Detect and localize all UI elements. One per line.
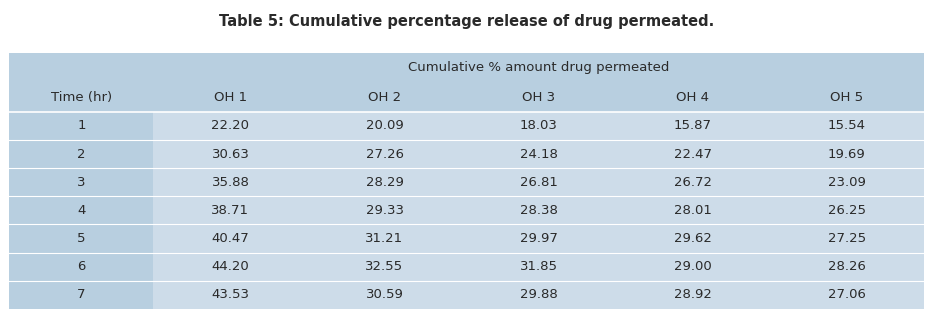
Text: 19.69: 19.69 <box>828 148 866 161</box>
Text: 23.09: 23.09 <box>828 176 866 189</box>
Text: 4: 4 <box>77 204 86 217</box>
Text: 27.06: 27.06 <box>828 288 866 301</box>
Text: 28.92: 28.92 <box>674 288 712 301</box>
Text: 28.26: 28.26 <box>828 260 866 273</box>
Text: 3: 3 <box>77 176 86 189</box>
Text: 28.01: 28.01 <box>674 204 712 217</box>
Text: 29.33: 29.33 <box>366 204 403 217</box>
Text: OH 2: OH 2 <box>368 91 401 104</box>
Text: 29.62: 29.62 <box>674 232 712 245</box>
Text: 40.47: 40.47 <box>212 232 249 245</box>
Text: 29.97: 29.97 <box>520 232 558 245</box>
Text: 22.47: 22.47 <box>674 148 712 161</box>
Text: 26.72: 26.72 <box>674 176 712 189</box>
Text: 31.21: 31.21 <box>366 232 404 245</box>
Text: 27.26: 27.26 <box>366 148 403 161</box>
Text: OH 1: OH 1 <box>214 91 247 104</box>
Text: 43.53: 43.53 <box>212 288 249 301</box>
Text: 22.20: 22.20 <box>212 119 249 133</box>
Text: 1: 1 <box>77 119 86 133</box>
Text: 15.87: 15.87 <box>674 119 712 133</box>
Text: 30.63: 30.63 <box>212 148 249 161</box>
Text: 35.88: 35.88 <box>212 176 249 189</box>
Text: 31.85: 31.85 <box>520 260 558 273</box>
Text: 30.59: 30.59 <box>366 288 403 301</box>
Text: 5: 5 <box>77 232 86 245</box>
Text: 28.29: 28.29 <box>366 176 403 189</box>
Bar <box>153 112 924 309</box>
Text: 27.25: 27.25 <box>828 232 866 245</box>
Text: 29.00: 29.00 <box>674 260 712 273</box>
Text: OH 3: OH 3 <box>522 91 555 104</box>
Text: Table 5: Cumulative percentage release of drug permeated.: Table 5: Cumulative percentage release o… <box>219 14 714 29</box>
Text: 38.71: 38.71 <box>212 204 249 217</box>
Text: 32.55: 32.55 <box>366 260 404 273</box>
Text: 26.81: 26.81 <box>520 176 558 189</box>
Text: 28.38: 28.38 <box>520 204 558 217</box>
Text: 24.18: 24.18 <box>520 148 558 161</box>
Text: 6: 6 <box>77 260 86 273</box>
Text: 7: 7 <box>77 288 86 301</box>
Text: 20.09: 20.09 <box>366 119 403 133</box>
Text: 44.20: 44.20 <box>212 260 249 273</box>
Text: 18.03: 18.03 <box>520 119 558 133</box>
Text: Cumulative % amount drug permeated: Cumulative % amount drug permeated <box>408 61 669 74</box>
Text: 2: 2 <box>77 148 86 161</box>
Text: OH 5: OH 5 <box>830 91 863 104</box>
Text: 15.54: 15.54 <box>828 119 866 133</box>
Bar <box>9 53 924 309</box>
Text: OH 4: OH 4 <box>676 91 709 104</box>
Text: Time (hr): Time (hr) <box>50 91 112 104</box>
Text: 26.25: 26.25 <box>828 204 866 217</box>
Text: 29.88: 29.88 <box>520 288 557 301</box>
